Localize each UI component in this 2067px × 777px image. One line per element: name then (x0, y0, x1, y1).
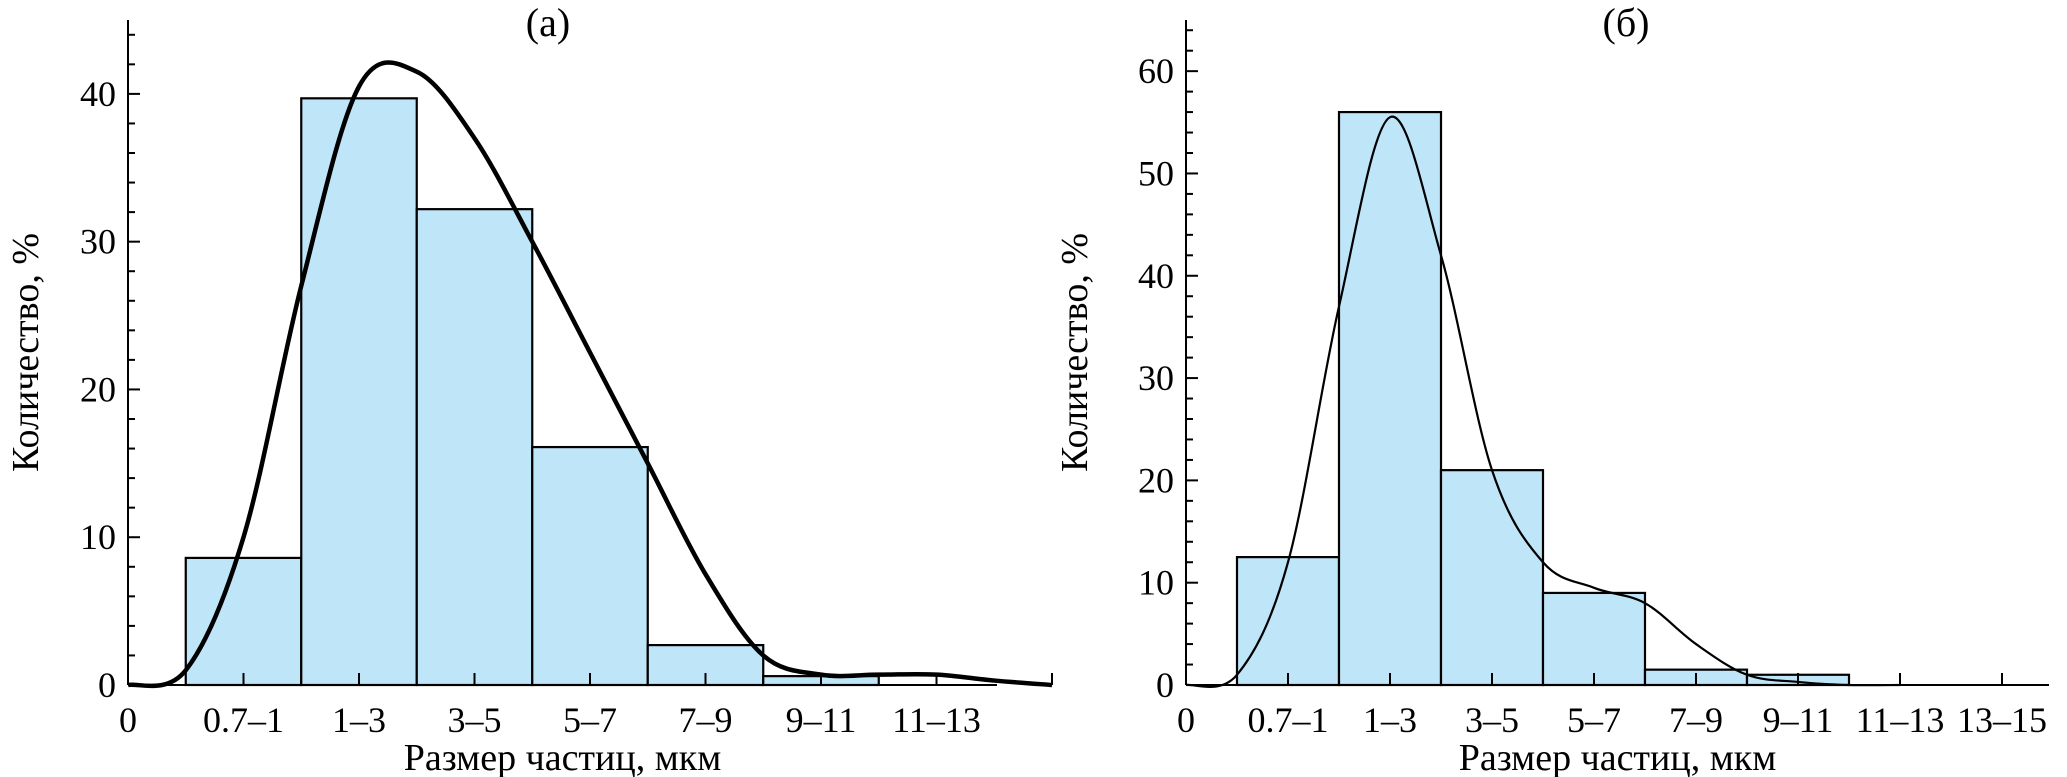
x-tick-label: 3–5 (1465, 700, 1519, 740)
bar-3–5 (415, 208, 534, 687)
x-tick-label: 1–3 (1363, 700, 1417, 740)
y-tick-label: 0 (98, 665, 116, 705)
fit-curve (127, 60, 1053, 689)
x-tick-label: 9–11 (786, 700, 857, 740)
bar-5–7 (1541, 591, 1647, 687)
bar-3–5 (1439, 469, 1545, 687)
x-tick-label: 7–9 (1669, 700, 1723, 740)
panel-title: (б) (1603, 0, 1650, 45)
bar-1–3 (300, 97, 418, 687)
bar-0.7–1 (184, 556, 303, 687)
y-tick-label: 20 (80, 369, 116, 409)
y-tick-label: 40 (80, 74, 116, 114)
y-axis-title: Количество, % (5, 233, 47, 472)
panel-title: (а) (526, 0, 570, 45)
x-tick-label: 3–5 (448, 700, 502, 740)
x-tick-label: 7–9 (679, 700, 733, 740)
x-axis-title: Размер частиц, мкм (404, 737, 722, 777)
y-tick-label: 0 (1156, 665, 1174, 705)
y-tick-label: 50 (1138, 153, 1174, 193)
y-tick-label: 60 (1138, 51, 1174, 91)
x-tick-label: 11–13 (1856, 700, 1945, 740)
y-axis-title: Количество, % (1054, 233, 1096, 472)
x-tick-label: 0 (1177, 700, 1195, 740)
x-axis-title: Размер частиц, мкм (1459, 737, 1777, 777)
x-tick-label: 11–13 (892, 700, 981, 740)
x-tick-label: 9–11 (1763, 700, 1834, 740)
x-tick-label: 0.7–1 (203, 700, 284, 740)
fit-curve (1185, 115, 1901, 689)
y-tick-label: 40 (1138, 256, 1174, 296)
y-tick-label: 30 (80, 222, 116, 262)
x-tick-label: 5–7 (1567, 700, 1621, 740)
bar-0.7–1 (1235, 556, 1341, 687)
bar-5–7 (531, 445, 649, 687)
x-tick-label: 13–15 (1957, 700, 2047, 740)
x-tick-label: 5–7 (563, 700, 617, 740)
chart-panel-a: 0 0.7–1 1–3 3–5 5–7 7–9 9–11 11–13 0 10 20 30 40 (а) Р… (5, 0, 1053, 777)
y-tick-label: 10 (1138, 563, 1174, 603)
bar-1–3 (1337, 110, 1443, 687)
y-tick-label: 30 (1138, 358, 1174, 398)
chart-panel-b: 0 0.7–1 1–3 3–5 5–7 7–9 9–11 11–13 13–15 0 10 20 30 4… (1054, 0, 2049, 777)
x-tick-label: 0 (119, 700, 137, 740)
y-tick-label: 10 (80, 517, 116, 557)
y-tick-label: 20 (1138, 460, 1174, 500)
x-tick-label: 1–3 (332, 700, 386, 740)
x-tick-label: 0.7–1 (1248, 700, 1329, 740)
